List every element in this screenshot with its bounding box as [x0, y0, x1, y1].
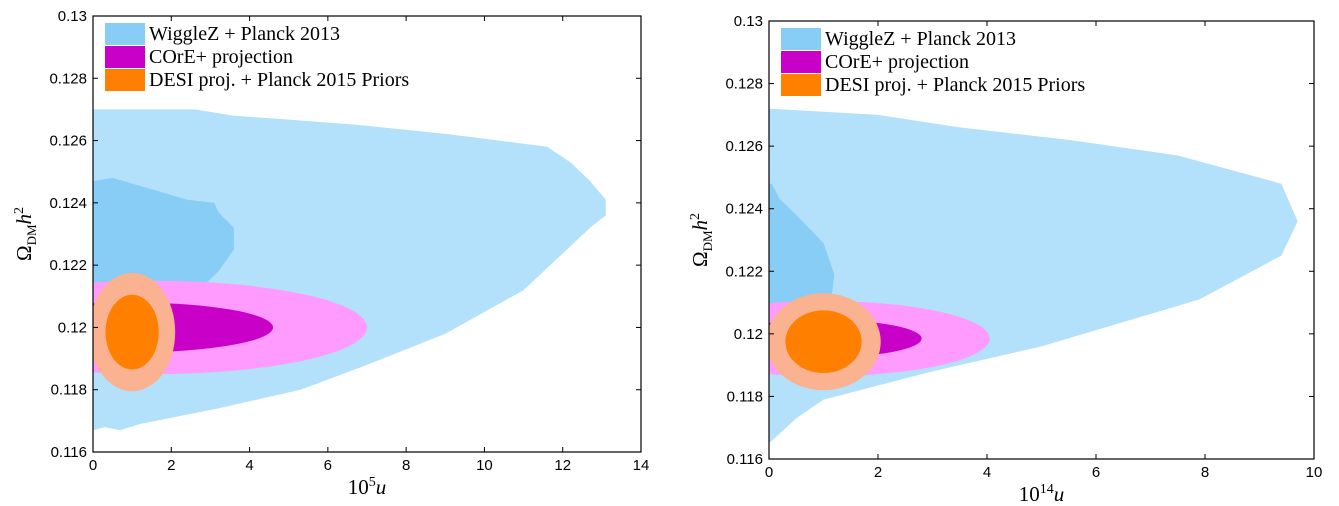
- x-tick-label: 4: [245, 457, 253, 474]
- plot-area: [93, 109, 606, 431]
- y-tick-label: 0.124: [49, 195, 87, 212]
- x-axis-label: 1014u: [1019, 482, 1065, 506]
- contour-wigglez-planck-2013-2sigma: [769, 108, 1298, 444]
- y-tick-label: 0.118: [727, 388, 763, 405]
- x-tick-label: 4: [983, 464, 991, 481]
- plot-frame: [92, 15, 642, 453]
- legend-label: WiggleZ + Planck 2013: [149, 23, 340, 45]
- legend-swatch: [781, 51, 821, 73]
- legend-label: COrE+ projection: [149, 46, 293, 68]
- legend-label: COrE+ projection: [825, 51, 969, 73]
- chart-panel-2: 0 2 4 6 8 10 0.116 0.118 0.12 0.122 0.124 0.126 0.12…: [688, 13, 1323, 506]
- legend-label: WiggleZ + Planck 2013: [825, 28, 1016, 50]
- y-tick-label: 0.13: [734, 13, 763, 30]
- y-tick-label: 0.12: [734, 326, 763, 343]
- y-tick-label: 0.128: [49, 70, 87, 87]
- y-tick-label: 0.126: [725, 138, 763, 155]
- x-tick-label: 10: [476, 457, 493, 474]
- x-tick-label: 10: [1306, 464, 1323, 481]
- legend-swatch: [105, 23, 145, 45]
- x-axis-label: 105u: [348, 475, 387, 499]
- legend-label: DESI proj. + Planck 2015 Priors: [149, 69, 409, 91]
- x-tick-label: 6: [324, 457, 332, 474]
- y-axis-label: ΩDMh2: [688, 213, 715, 267]
- x-tick-label: 8: [402, 457, 410, 474]
- y-tick-label: 0.118: [51, 382, 87, 399]
- y-tick-label: 0.116: [51, 444, 87, 461]
- chart-panel-1: 0 2 4 6 8 10 12 14 0.116 0.118 0.12 0.122 0.124 0.126…: [12, 8, 650, 499]
- y-tick-label: 0.13: [58, 8, 87, 25]
- y-tick-label: 0.122: [49, 257, 87, 274]
- legend-swatch: [781, 74, 821, 96]
- x-tick-label: 0: [89, 457, 97, 474]
- x-tick-label: 8: [1201, 464, 1209, 481]
- x-tick-label: 2: [874, 464, 882, 481]
- x-tick-label: 6: [1092, 464, 1100, 481]
- legend-label: DESI proj. + Planck 2015 Priors: [825, 74, 1085, 96]
- y-tick-label: 0.12: [58, 319, 87, 336]
- x-tick-label: 0: [765, 464, 773, 481]
- contour-desi-proj-planck-2015-priors-1sigma: [785, 310, 862, 373]
- contour-desi-proj-planck-2015-priors-1sigma: [105, 294, 159, 370]
- y-tick-label: 0.116: [727, 451, 763, 468]
- y-tick-label: 0.128: [725, 76, 763, 93]
- y-tick-label: 0.124: [725, 201, 763, 218]
- legend-swatch: [105, 46, 145, 68]
- y-axis-label: ΩDMh2: [12, 207, 39, 261]
- y-tick-label: 0.126: [49, 133, 87, 150]
- legend-swatch: [781, 28, 821, 50]
- x-tick-label: 2: [167, 457, 175, 474]
- x-tick-label: 14: [633, 457, 650, 474]
- legend-swatch: [105, 69, 145, 91]
- x-tick-label: 12: [554, 457, 571, 474]
- y-tick-label: 0.122: [725, 263, 763, 280]
- plot-area: [769, 108, 1298, 444]
- plot-frame: [768, 20, 1315, 460]
